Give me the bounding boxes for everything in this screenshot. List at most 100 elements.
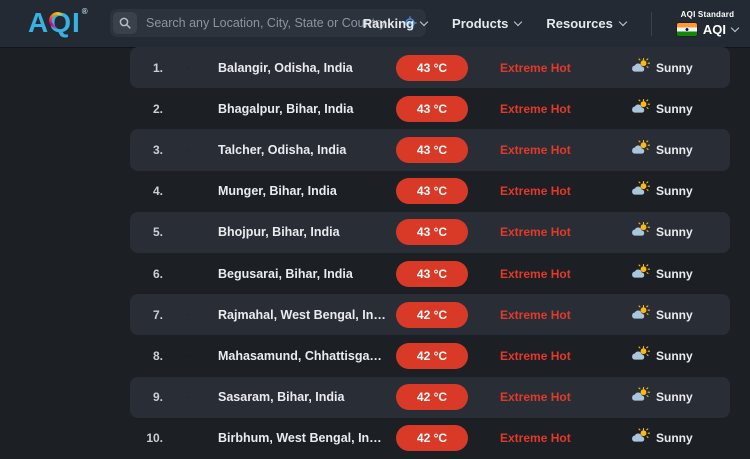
aqi-logo[interactable]: A Q I ® [28,7,89,39]
temperature-badge[interactable]: 42 °C [396,301,468,328]
condition-label: Extreme Hot [500,431,571,446]
weather-label: Sunny [656,307,693,322]
condition-label: Extreme Hot [500,225,571,240]
location-name: Mahasamund, Chhattisgarh, India [218,348,396,363]
weather-label: Sunny [656,225,693,240]
ranking-row[interactable]: 8. Mahasamund, Chhattisgarh, India 42 °C… [130,335,730,376]
rank-number: 6. [152,266,163,281]
temperature-badge[interactable]: 42 °C [396,342,468,369]
weather-cell: Sunny [632,428,730,448]
sun-behind-cloud-icon [632,140,651,160]
condition-label: Extreme Hot [500,390,571,405]
logo-letter-a: A [28,7,50,38]
rank-number: 3. [152,142,163,157]
location-name: Bhagalpur, Bihar, India [218,101,354,116]
ranking-row[interactable]: 7. Rajmahal, West Bengal, India 42 °C Ex… [130,294,730,336]
chevron-down-icon [514,17,523,27]
ranking-row[interactable]: 9. Sasaram, Bihar, India 42 °C Extreme H… [130,376,730,418]
weather-cell: Sunny [632,57,730,78]
sun-behind-cloud-icon [632,98,651,119]
ranking-row[interactable]: 2. Bhagalpur, Bihar, India 43 °C Extreme… [130,88,730,129]
logo-letter-q: Q [49,7,73,38]
nav-products[interactable]: Products [452,16,523,31]
weather-label: Sunny [656,431,693,446]
sun-behind-cloud-icon [632,428,651,448]
weather-label: Sunny [656,60,693,75]
logo-letter-i: I [72,7,81,38]
ranking-row[interactable]: 6. Begusarai, Bihar, India 43 °C Extreme… [130,253,730,294]
weather-label: Sunny [656,390,693,405]
sun-behind-cloud-icon [632,387,651,407]
sun-behind-cloud-icon [632,181,651,201]
location-name: Munger, Bihar, India [218,184,337,199]
search-icon[interactable] [113,12,137,34]
sun-behind-cloud-icon [632,263,651,284]
registered-mark: ® [81,7,89,16]
location-name: Talcher, Odisha, India [218,142,347,157]
condition-label: Extreme Hot [500,266,571,281]
temperature-badge[interactable]: 42 °C [396,425,468,452]
weather-cell: Sunny [632,140,730,160]
temperature-badge[interactable]: 43 °C [396,219,468,246]
location-name: Begusarai, Bihar, India [218,266,353,281]
aqi-standard-selector[interactable]: AQI Standard AQI [676,10,740,37]
location-name: Bhojpur, Bihar, India [218,225,340,240]
rank-number: 10. [146,431,163,446]
temperature-badge[interactable]: 43 °C [396,178,468,205]
nav-ranking[interactable]: Ranking [363,16,429,31]
header-divider [650,11,652,36]
condition-label: Extreme Hot [500,101,571,116]
weather-label: Sunny [656,184,693,199]
condition-label: Extreme Hot [500,307,571,322]
rank-number: 1. [152,60,163,75]
condition-label: Extreme Hot [500,348,571,363]
weather-cell: Sunny [632,304,730,325]
nav-resources[interactable]: Resources [546,16,628,31]
location-name: Sasaram, Bihar, India [218,390,345,405]
weather-cell: Sunny [632,98,730,119]
chevron-down-icon [730,23,740,33]
weather-cell: Sunny [632,181,730,201]
location-target-icon[interactable] [403,16,417,35]
location-name: Rajmahal, West Bengal, India [218,307,392,322]
search-input[interactable] [110,9,426,37]
ranking-row[interactable]: 10. Birbhum, West Bengal, India 42 °C Ex… [130,418,730,459]
ranking-row[interactable]: 4. Munger, Bihar, India 43 °C Extreme Ho… [130,171,730,212]
sun-behind-cloud-icon [632,57,651,78]
weather-label: Sunny [656,142,693,157]
sun-behind-cloud-icon [632,345,651,366]
condition-label: Extreme Hot [500,184,571,199]
weather-cell: Sunny [632,222,730,242]
chevron-down-icon [419,17,429,27]
temperature-badge[interactable]: 43 °C [396,136,468,163]
weather-label: Sunny [656,101,693,116]
temperature-badge[interactable]: 42 °C [396,384,468,411]
temperature-badge[interactable]: 43 °C [396,260,468,287]
top-navbar: AQI® Ranking [0,0,750,47]
rank-number: 4. [152,184,163,199]
weather-cell: Sunny [632,387,730,407]
rank-number: 8. [152,348,163,363]
header-right: Ranking Products Resources AQI Standard … [363,0,740,47]
rank-number: 9. [152,390,163,405]
ranking-row[interactable]: 5. Bhojpur, Bihar, India 43 °C Extreme H… [130,211,730,253]
rank-number: 2. [152,101,163,116]
temperature-badge[interactable]: 43 °C [396,95,468,122]
sun-behind-cloud-icon [632,222,651,242]
condition-label: Extreme Hot [500,60,571,75]
location-name: Balangir, Odisha, India [218,60,353,75]
ranking-row[interactable]: 1. Balangir, Odisha, India 43 °C Extreme… [130,47,730,89]
search-bar [110,9,426,37]
ranking-list: 1. Balangir, Odisha, India 43 °C Extreme… [130,47,730,459]
weather-label: Sunny [656,348,693,363]
india-flag-icon [676,23,697,36]
temperature-badge[interactable]: 43 °C [396,54,468,81]
sun-behind-cloud-icon [632,304,651,325]
ranking-row[interactable]: 3. Talcher, Odisha, India 43 °C Extreme … [130,129,730,171]
rank-number: 7. [152,307,163,322]
weather-cell: Sunny [632,345,730,366]
weather-cell: Sunny [632,263,730,284]
rank-number: 5. [152,225,163,240]
condition-label: Extreme Hot [500,142,571,157]
